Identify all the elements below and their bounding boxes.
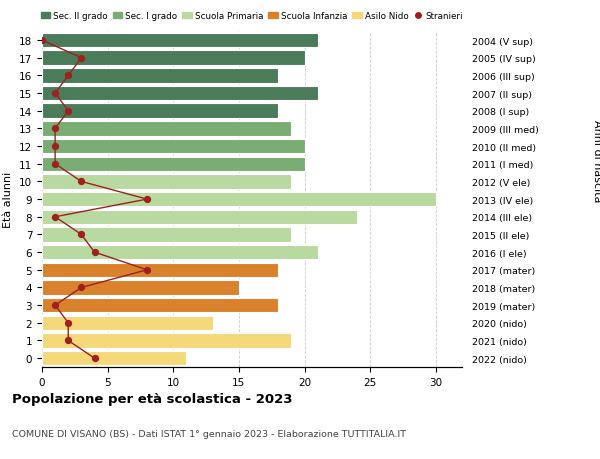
Point	[50, 161, 60, 168]
Bar	[42, 69, 278, 84]
Text: Anni di nascita: Anni di nascita	[592, 120, 600, 202]
Bar	[42, 334, 292, 348]
Point	[50, 143, 60, 151]
Point	[90, 355, 100, 362]
Bar	[42, 192, 436, 207]
Bar	[42, 280, 239, 295]
Bar	[42, 298, 278, 313]
Point	[77, 179, 86, 186]
Point	[64, 108, 73, 115]
Point	[50, 90, 60, 97]
Point	[77, 284, 86, 291]
Bar	[42, 351, 187, 366]
Bar	[42, 175, 292, 189]
Point	[64, 73, 73, 80]
Bar	[42, 140, 305, 154]
Bar	[42, 246, 317, 260]
Bar	[42, 228, 292, 242]
Bar	[42, 316, 212, 330]
Legend: Sec. II grado, Sec. I grado, Scuola Primaria, Scuola Infanzia, Asilo Nido, Stran: Sec. II grado, Sec. I grado, Scuola Prim…	[37, 8, 467, 24]
Bar	[42, 122, 292, 136]
Bar	[42, 104, 278, 119]
Text: COMUNE DI VISANO (BS) - Dati ISTAT 1° gennaio 2023 - Elaborazione TUTTITALIA.IT: COMUNE DI VISANO (BS) - Dati ISTAT 1° ge…	[12, 429, 406, 438]
Bar	[42, 87, 317, 101]
Point	[64, 337, 73, 344]
Bar	[42, 210, 357, 224]
Point	[37, 37, 47, 45]
Point	[50, 302, 60, 309]
Point	[142, 267, 152, 274]
Point	[77, 55, 86, 62]
Bar	[42, 263, 278, 277]
Text: Popolazione per età scolastica - 2023: Popolazione per età scolastica - 2023	[12, 392, 293, 405]
Bar	[42, 51, 305, 66]
Point	[50, 213, 60, 221]
Y-axis label: Età alunni: Età alunni	[4, 172, 13, 228]
Bar	[42, 157, 305, 172]
Bar	[42, 34, 317, 48]
Point	[50, 125, 60, 133]
Point	[90, 249, 100, 256]
Point	[64, 319, 73, 327]
Point	[142, 196, 152, 203]
Point	[77, 231, 86, 239]
